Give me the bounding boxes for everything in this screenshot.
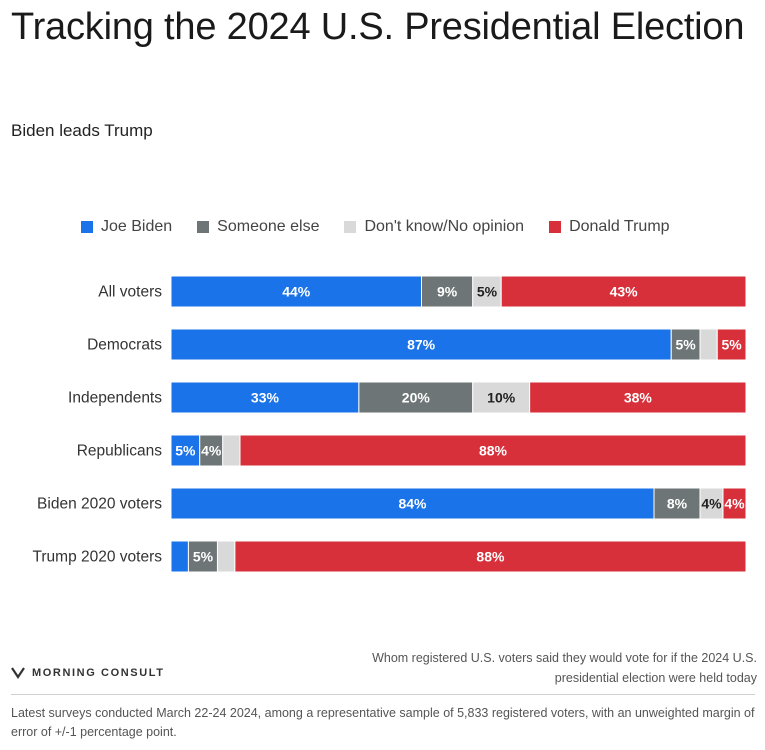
category-label: All voters [98, 284, 162, 301]
brand-name: MORNING CONSULT [32, 667, 165, 679]
source-note: Latest surveys conducted March 22-24 202… [11, 706, 755, 739]
legend-label-someone-else: Someone else [217, 218, 320, 235]
chart-subtitle: Biden leads Trump [11, 121, 153, 140]
data-label: 5% [175, 443, 196, 459]
data-label: 10% [487, 390, 516, 406]
category-label: Democrats [87, 337, 162, 354]
data-label: 4% [701, 496, 722, 512]
bar-segment [170, 328, 672, 361]
legend-swatch-someone-else [197, 221, 210, 233]
chart-title: Tracking the 2024 U.S. Presidential Elec… [11, 6, 745, 48]
legend-swatch-biden [81, 221, 93, 233]
bar-segment [170, 487, 655, 520]
bar-segment [722, 487, 747, 520]
legend-label-dont-know: Don't know/No opinion [364, 218, 525, 235]
category-label: Biden 2020 voters [37, 496, 162, 513]
category-label: Independents [68, 390, 162, 407]
data-label: 5% [477, 284, 498, 300]
bar-segment [699, 328, 718, 361]
bar-segment [421, 275, 474, 308]
data-label: 5% [676, 337, 697, 353]
bar-segment [716, 328, 747, 361]
bar-segment [222, 434, 241, 467]
legend-swatch-dont-know [344, 221, 357, 233]
category-label: Trump 2020 voters [32, 549, 162, 566]
legend-item-biden: Joe Biden [81, 218, 172, 236]
footer-divider [11, 694, 755, 695]
bar-segment [529, 381, 747, 414]
data-label: 38% [624, 390, 653, 406]
bar-segment [472, 275, 502, 308]
legend-item-dont-know: Don't know/No opinion [344, 218, 524, 236]
stacked-bar-chart: All voters 44% 9% 5% 43% Democrats 87% 5% 5% Inde… [32, 275, 747, 573]
data-label: 9% [437, 284, 458, 300]
data-label: 20% [402, 390, 431, 406]
data-label: 4% [724, 496, 745, 512]
data-label: 84% [398, 496, 427, 512]
bar-segment [500, 275, 747, 308]
bar-segment [170, 275, 422, 308]
bar-segment [170, 381, 360, 414]
bar-segment [653, 487, 701, 520]
data-label: 44% [282, 284, 311, 300]
bar-segment [234, 540, 747, 573]
bar-segment [239, 434, 747, 467]
legend-item-someone-else: Someone else [197, 218, 319, 236]
bar-segment [187, 540, 218, 573]
bar-segment [670, 328, 701, 361]
data-label: 88% [479, 443, 508, 459]
data-label: 5% [722, 337, 743, 353]
data-label: 8% [667, 496, 688, 512]
legend-label-biden: Joe Biden [101, 218, 173, 235]
bar-segment [170, 434, 201, 467]
legend: Joe Biden Someone else Don't know/No opi… [81, 218, 695, 236]
bar-segment [170, 540, 189, 573]
data-label: 5% [193, 549, 214, 565]
bar-segment [472, 381, 531, 414]
data-label: 4% [201, 443, 222, 459]
legend-swatch-trump [549, 221, 562, 233]
data-label: 88% [476, 549, 505, 565]
bar-segment [216, 540, 236, 573]
legend-item-trump: Donald Trump [549, 218, 670, 236]
data-label: 87% [407, 337, 436, 353]
bar-segment [358, 381, 474, 414]
morning-consult-logo-icon [11, 667, 25, 679]
data-label: 43% [610, 284, 639, 300]
brand-logo: MORNING CONSULT [11, 667, 165, 679]
category-label: Republicans [77, 443, 163, 460]
legend-label-trump: Donald Trump [569, 218, 670, 235]
data-label: 33% [251, 390, 280, 406]
chart-note: Whom registered U.S. voters said they wo… [372, 651, 757, 685]
